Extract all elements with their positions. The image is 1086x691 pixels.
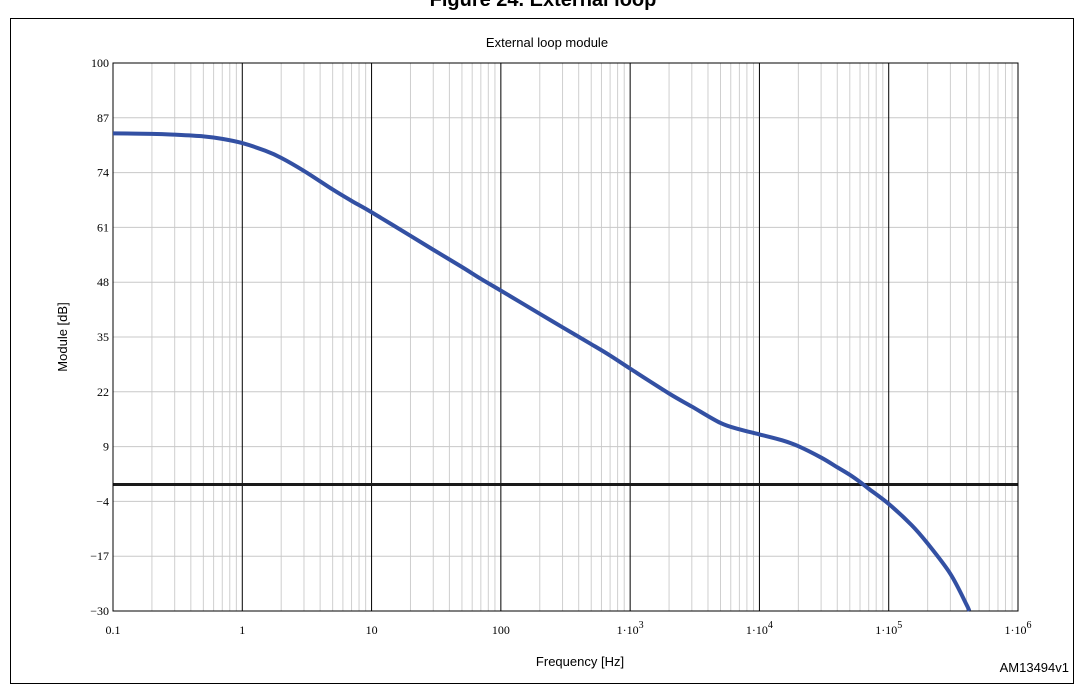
- x-tick-exponent: 5: [897, 620, 902, 631]
- x-tick-label: 1: [239, 623, 245, 637]
- y-tick-label: 100: [91, 56, 109, 70]
- series-line: [112, 131, 972, 612]
- plot-area: [112, 62, 1019, 612]
- x-tick-label: 1·106: [1005, 620, 1032, 637]
- y-tick-label: −4: [96, 494, 109, 508]
- chart-title: External loop module: [486, 35, 608, 50]
- x-tick-label: 1·104: [746, 620, 773, 637]
- y-tick-label: 9: [103, 440, 109, 454]
- x-tick-label: 1·105: [875, 620, 902, 637]
- x-tick-exponent: 6: [1027, 620, 1032, 631]
- chart-frame: [10, 18, 1074, 684]
- x-tick-exponent: 4: [768, 620, 773, 631]
- x-tick-label: 0.1: [106, 623, 121, 637]
- minor-grid: [113, 62, 1018, 612]
- x-tick-label: 10: [366, 623, 378, 637]
- x-tick-labels: 0.1 1 10 100 1·103 1·104 1·105 1·106: [106, 620, 1032, 637]
- x-tick-label: 100: [492, 623, 510, 637]
- y-tick-label: −30: [90, 604, 109, 618]
- figure-caption: Figure 24. External loop: [429, 0, 657, 11]
- header-partial: Figure 24. External loop: [0, 0, 1086, 18]
- y-tick-label: 61: [97, 220, 109, 234]
- y-tick-label: −17: [90, 549, 109, 563]
- figure-id: AM13494v1: [1000, 660, 1069, 675]
- y-tick-label: 22: [97, 385, 109, 399]
- y-tick-label: 74: [97, 166, 109, 180]
- y-tick-labels: 100 87 74 61 48 35 22 9 −4 −17 −30: [90, 56, 109, 618]
- y-axis-label: Module [dB]: [55, 302, 70, 371]
- y-tick-label: 87: [97, 111, 109, 125]
- x-tick-label: 1·103: [617, 620, 644, 637]
- y-tick-label: 35: [97, 330, 109, 344]
- y-tick-label: 48: [97, 275, 109, 289]
- x-tick-exponent: 3: [639, 620, 644, 631]
- x-axis-label: Frequency [Hz]: [536, 654, 624, 669]
